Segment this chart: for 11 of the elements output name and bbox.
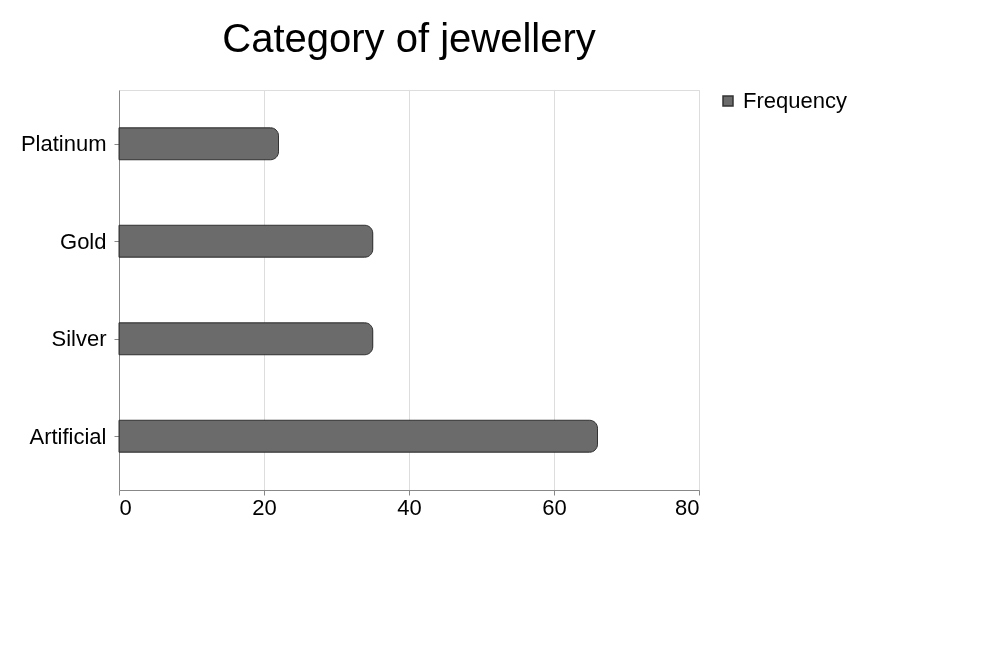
x-tick-label: 80 (675, 494, 700, 520)
legend-label: Frequency (743, 88, 847, 113)
x-tick-label: 40 (397, 494, 422, 520)
y-tick-label: Gold (60, 228, 107, 254)
x-tick-label: 0 (119, 494, 132, 520)
x-tick-label: 20 (252, 494, 277, 520)
y-tick-label: Silver (51, 326, 107, 352)
chart-title: Category of jewellery (222, 16, 596, 60)
y-tick-label: Platinum (20, 131, 107, 157)
x-tick-label: 60 (542, 494, 567, 520)
y-tick-label: Artificial (29, 423, 107, 449)
